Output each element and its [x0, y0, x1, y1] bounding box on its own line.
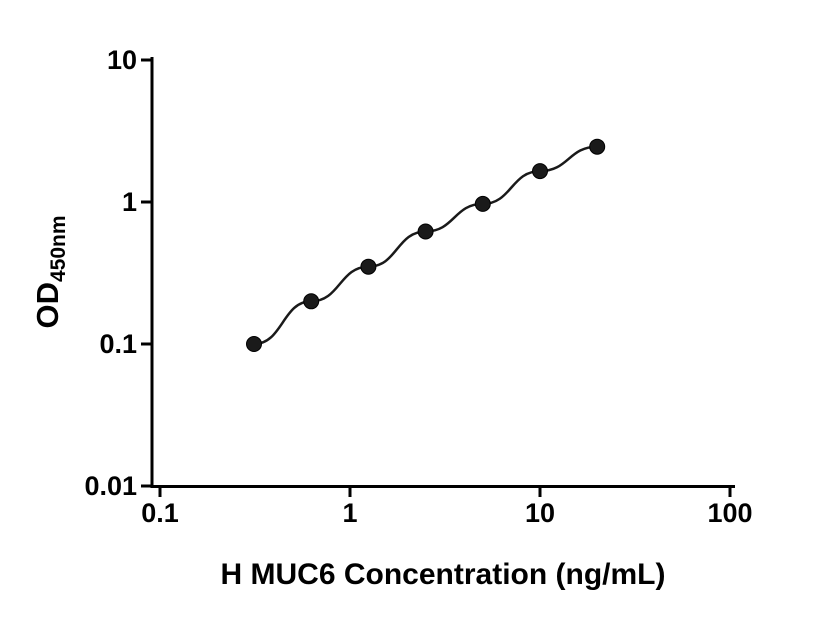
tick-marks [141, 58, 732, 497]
x-tick-label: 10 [525, 498, 555, 528]
y-axis-title: OD450nm [30, 215, 70, 328]
y-axis-title-main: OD [30, 282, 65, 329]
y-tick-label: 0.1 [99, 329, 137, 359]
data-point [532, 163, 548, 180]
y-tick-label: 1 [122, 187, 137, 217]
data-point [474, 195, 491, 212]
data-series-layer [246, 138, 606, 352]
x-tick-label: 0.1 [141, 498, 179, 528]
x-axis-title: H MUC6 Concentration (ng/mL) [221, 558, 666, 591]
y-tick-label: 10 [107, 45, 137, 75]
y-tick-label: 0.01 [84, 471, 137, 501]
data-point [360, 258, 377, 275]
x-tick-label: 100 [707, 498, 752, 528]
data-point [589, 138, 606, 155]
x-tick-label: 1 [342, 498, 357, 528]
data-point [417, 223, 434, 240]
y-axis-title-subscript: 450nm [47, 215, 70, 282]
data-point [246, 336, 262, 352]
data-point [303, 293, 320, 310]
axes [150, 57, 735, 488]
